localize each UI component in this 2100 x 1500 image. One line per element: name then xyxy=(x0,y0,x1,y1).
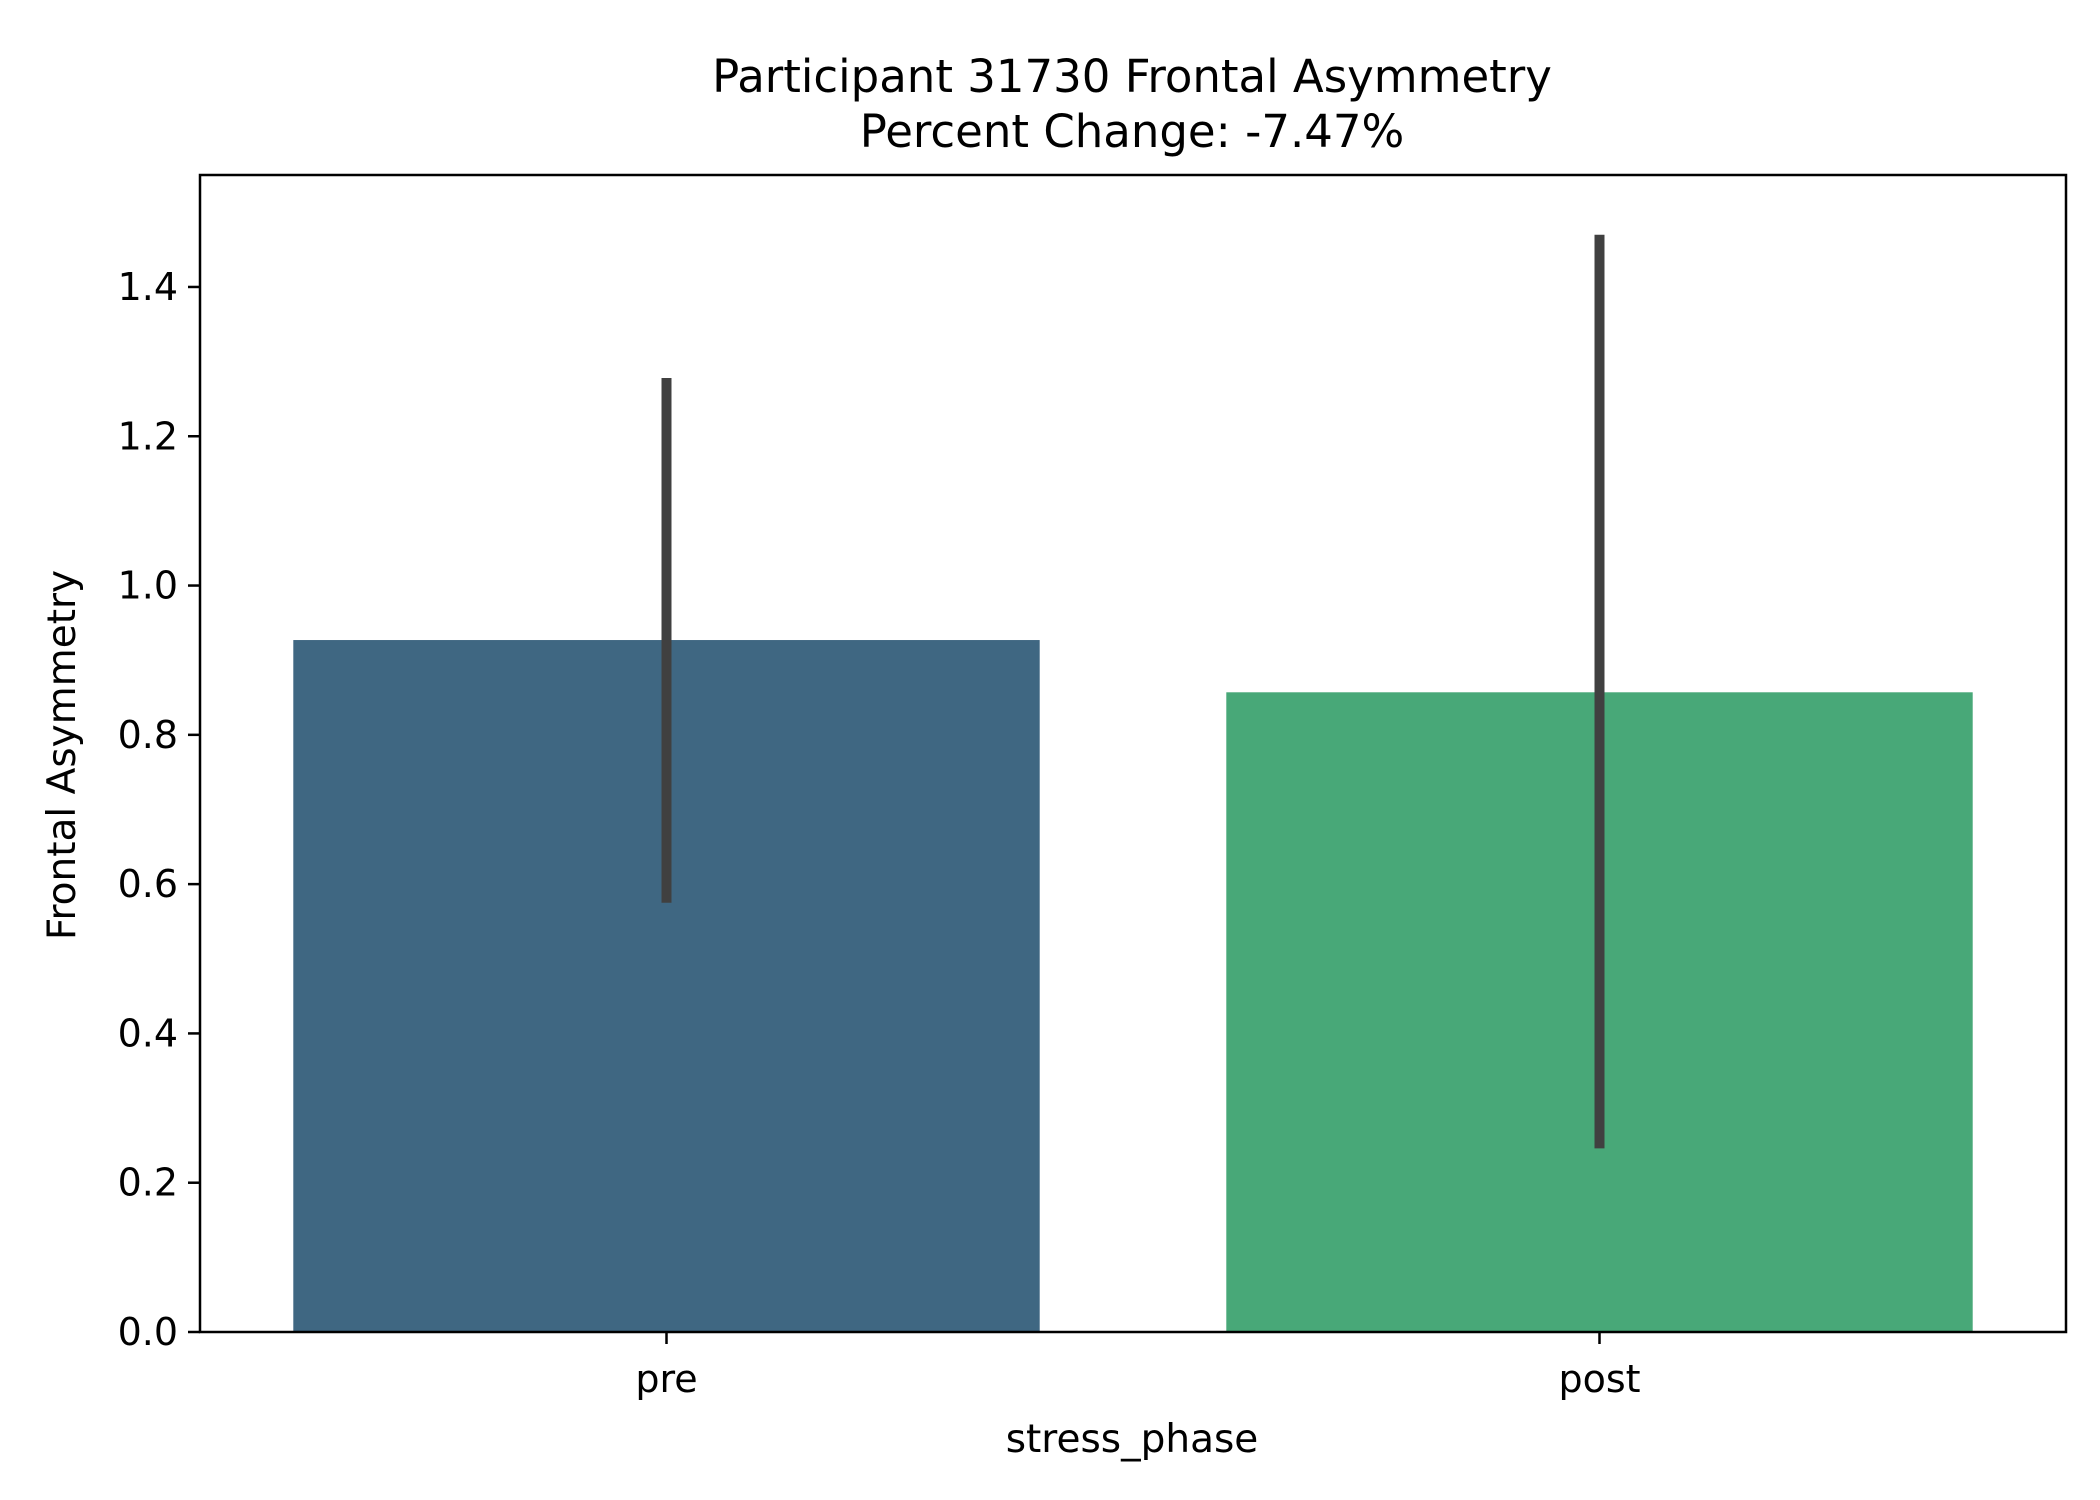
plot-frame xyxy=(198,173,2068,1334)
error-bars-layer xyxy=(661,234,1605,1149)
x-axis: pre post xyxy=(635,1332,1641,1401)
y-tick-label: 1.0 xyxy=(118,564,178,608)
x-tick-label-pre: pre xyxy=(635,1357,697,1401)
y-tick-label: 0.2 xyxy=(118,1161,178,1205)
y-tick-label: 1.4 xyxy=(118,265,178,309)
y-axis: 0.0 0.2 0.4 0.6 0.8 1.0 1.2 1.4 xyxy=(118,265,200,1354)
y-tick-label: 0.8 xyxy=(118,713,178,757)
y-axis-label: Frontal Asymmetry xyxy=(40,570,85,940)
chart-subtitle: Percent Change: -7.47% xyxy=(860,105,1405,158)
x-axis-label: stress_phase xyxy=(1006,1417,1259,1462)
chart-title: Participant 31730 Frontal Asymmetry xyxy=(712,50,1552,103)
y-tick-label: 0.4 xyxy=(118,1011,178,1055)
bars-layer xyxy=(293,640,1973,1332)
y-tick-label: 0.0 xyxy=(118,1310,178,1354)
y-tick-label: 0.6 xyxy=(118,862,178,906)
y-tick-label: 1.2 xyxy=(118,414,178,458)
x-tick-label-post: post xyxy=(1558,1357,1640,1401)
